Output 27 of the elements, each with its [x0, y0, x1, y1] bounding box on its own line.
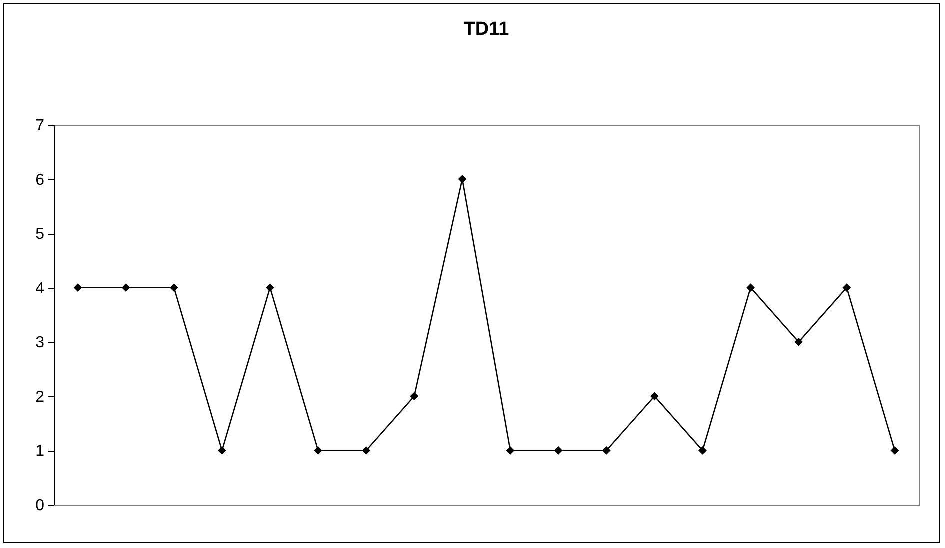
- y-tick-label: 3: [36, 334, 45, 352]
- y-tick-label: 4: [36, 280, 45, 298]
- point: [170, 284, 178, 292]
- point: [698, 446, 707, 455]
- y-tick-label: 0: [36, 498, 45, 514]
- y-tick-label: 1: [36, 443, 45, 460]
- point: [842, 284, 852, 292]
- y-tick-label: 7: [36, 118, 45, 134]
- point: [74, 284, 82, 292]
- point: [794, 338, 804, 346]
- point: [506, 446, 515, 455]
- y-tick-label: 2: [36, 388, 45, 406]
- point: [410, 392, 419, 401]
- point: [746, 284, 755, 292]
- point: [218, 446, 226, 455]
- y-tick-label: 5: [36, 226, 45, 244]
- point: [602, 446, 611, 455]
- point: [890, 446, 900, 455]
- y-tick-label: 6: [36, 172, 45, 189]
- point: [266, 284, 274, 292]
- point: [554, 446, 563, 455]
- point: [362, 446, 371, 455]
- point: [458, 175, 467, 184]
- point: [314, 446, 322, 455]
- point: [122, 284, 130, 292]
- chart-title: TD11: [464, 19, 510, 40]
- point: [650, 392, 659, 401]
